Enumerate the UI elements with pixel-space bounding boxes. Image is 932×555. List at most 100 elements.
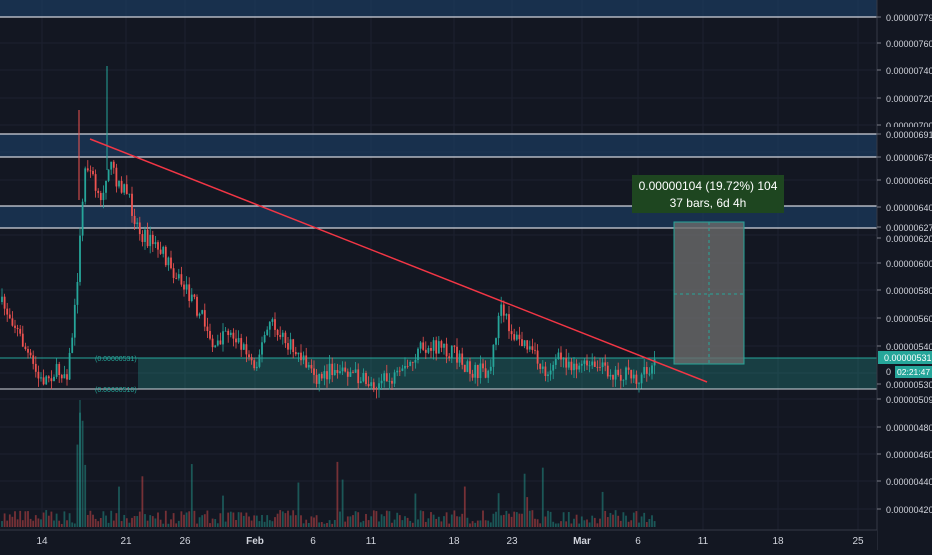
- current-price-badge: [878, 351, 932, 364]
- candle-body: [528, 346, 531, 350]
- candle-body: [79, 235, 81, 282]
- candle-body: [562, 357, 565, 360]
- candle-body: [622, 379, 625, 381]
- volume-bar: [66, 520, 68, 527]
- candle-body: [557, 352, 560, 359]
- candle-body: [331, 363, 334, 376]
- volume-bar: [443, 516, 445, 527]
- candle-body: [591, 361, 594, 366]
- volume-bar: [297, 482, 300, 527]
- candle-body: [92, 170, 94, 175]
- candle-body: [89, 170, 92, 172]
- candle-body: [427, 348, 430, 353]
- volume-bar: [588, 522, 591, 527]
- volume-bar: [404, 516, 406, 527]
- candle-body: [417, 348, 419, 361]
- volume-bar: [216, 523, 219, 527]
- volume-bar: [188, 511, 191, 527]
- volume-bar: [437, 516, 440, 527]
- candle-body: [456, 346, 458, 363]
- volume-bar: [591, 515, 594, 527]
- volume-bar: [463, 486, 466, 527]
- candle-body: [471, 373, 474, 378]
- candle-body: [380, 380, 383, 384]
- candle-body: [294, 352, 297, 355]
- candle-body: [229, 332, 232, 336]
- candle-body: [445, 343, 448, 357]
- candle-body: [248, 354, 250, 358]
- volume-bar: [105, 515, 107, 527]
- candle-body: [68, 352, 71, 380]
- volume-bar: [367, 520, 370, 527]
- volume-bar: [232, 512, 235, 527]
- volume-bar: [341, 479, 344, 527]
- candle-body: [583, 360, 586, 364]
- candle-body: [372, 382, 375, 389]
- candle-body: [305, 355, 308, 368]
- volume-bar: [612, 514, 614, 527]
- candle-body: [367, 384, 370, 387]
- volume-bar: [372, 510, 375, 527]
- volume-bar: [175, 523, 178, 527]
- candle-body: [414, 360, 417, 363]
- candle-body: [185, 284, 188, 290]
- volume-bar: [547, 510, 549, 527]
- volume-bar: [593, 517, 596, 527]
- volume-bar: [289, 515, 292, 527]
- candle-body: [73, 304, 76, 338]
- volume-bar: [575, 514, 578, 527]
- volume-bar: [63, 511, 66, 527]
- volume-bar: [352, 515, 354, 527]
- volume-bar: [458, 516, 461, 527]
- volume-bar: [474, 522, 477, 527]
- volume-bar: [92, 514, 94, 527]
- candle-body: [320, 373, 323, 379]
- candle-body: [232, 332, 235, 339]
- candle-body: [175, 277, 178, 279]
- candle-body: [14, 325, 16, 328]
- volume-bar: [115, 513, 118, 527]
- volume-bar: [580, 516, 583, 527]
- candle-body: [27, 349, 29, 353]
- y-tick-label: 0.00000691: [886, 130, 932, 140]
- candle-body: [112, 161, 115, 168]
- volume-bar: [99, 517, 102, 527]
- candle-body: [502, 304, 505, 316]
- volume-bar: [482, 510, 484, 527]
- volume-bar: [552, 521, 555, 527]
- candle-body: [58, 364, 61, 376]
- candle-body: [575, 363, 578, 370]
- volume-bar: [190, 464, 193, 527]
- volume-bar: [362, 520, 365, 527]
- candle-body: [378, 383, 380, 390]
- candle-body: [86, 168, 89, 171]
- candle-body: [352, 371, 354, 373]
- candle-body: [554, 358, 557, 365]
- drawings[interactable]: [89, 138, 745, 383]
- volume-bar: [14, 511, 16, 527]
- volume-bar: [619, 520, 622, 527]
- candle-body: [599, 366, 601, 368]
- candle-body: [50, 378, 53, 382]
- candle-body: [328, 363, 331, 380]
- price-axis-bg: [877, 0, 932, 550]
- volume-bar: [40, 519, 42, 527]
- volume-bar: [578, 523, 581, 527]
- candle-body: [500, 304, 503, 316]
- candle-body: [196, 296, 198, 316]
- candle-body: [560, 352, 562, 360]
- candle-body: [469, 361, 471, 374]
- candle-body: [284, 332, 287, 344]
- volume-bar: [271, 521, 274, 527]
- candle-body: [515, 334, 518, 340]
- candle-body: [219, 340, 222, 345]
- measure-tooltip: 0.00000104 (19.72%) 104 37 bars, 6d 4h: [632, 175, 784, 213]
- candle-body: [362, 372, 365, 382]
- candle-body: [206, 326, 209, 332]
- volume-bar: [237, 512, 240, 527]
- candle-body: [300, 352, 302, 361]
- volume-bar: [6, 520, 9, 527]
- volume-bar: [336, 461, 339, 527]
